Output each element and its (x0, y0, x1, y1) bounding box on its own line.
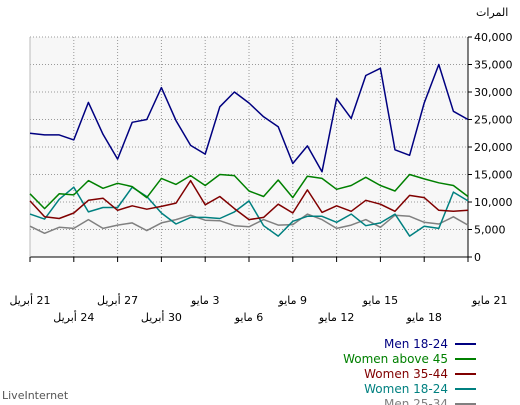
series-line (29, 173, 469, 210)
x-tick-label: 9 مايو (278, 294, 307, 307)
x-tick-label: 27 أبريل (97, 293, 138, 307)
x-tick-label: 3 مايو (190, 294, 219, 307)
brand-label: LiveInternet (2, 389, 69, 402)
x-tick-label: 15 مايو (362, 294, 398, 307)
x-tick-label: 24 أبريل (53, 310, 94, 324)
x-tick-label: 6 مايو (234, 311, 263, 324)
y-tick-label: 35,000 (474, 59, 513, 72)
x-tick-label: 21 مايو (471, 294, 507, 307)
axes (29, 36, 472, 262)
y-tick-label: 0 (474, 251, 481, 264)
y-tick-label: 25,000 (474, 114, 513, 127)
y-tick-label: 10,000 (474, 196, 513, 209)
y-tick-label: 20,000 (474, 141, 513, 154)
series-line (29, 179, 469, 221)
y-tick-labels: 0 5,000 10,000 15,000 20,000 25,000 30,000 35,0… (474, 31, 513, 264)
legend-label: Women 18-24 (364, 382, 448, 396)
x-tick-label: 30 أبريل (141, 310, 182, 324)
legend-label: Women 35-44 (364, 367, 448, 381)
series-lines (29, 63, 469, 237)
y-tick-label: 15,000 (474, 169, 513, 182)
legend-label: Women above 45 (343, 352, 448, 366)
x-tick-label: 21 أبريل (9, 293, 50, 307)
legend-label: Men 18-24 (384, 337, 448, 351)
series-line (29, 63, 469, 173)
series-line (29, 186, 469, 237)
y-tick-label: 40,000 (474, 31, 513, 44)
x-tick-label: 12 مايو (318, 311, 354, 324)
x-tick-label: 18 مايو (405, 311, 441, 324)
y-tick-label: 5,000 (474, 224, 506, 237)
y-tick-label: 30,000 (474, 86, 513, 99)
y-axis-label: المرات (476, 6, 508, 19)
legend-label: Men 25-34 (384, 397, 448, 405)
x-tick-labels: 21 مايو 18 مايو 15 مايو 12 مايو 9 مايو 6 مايو… (9, 293, 507, 324)
